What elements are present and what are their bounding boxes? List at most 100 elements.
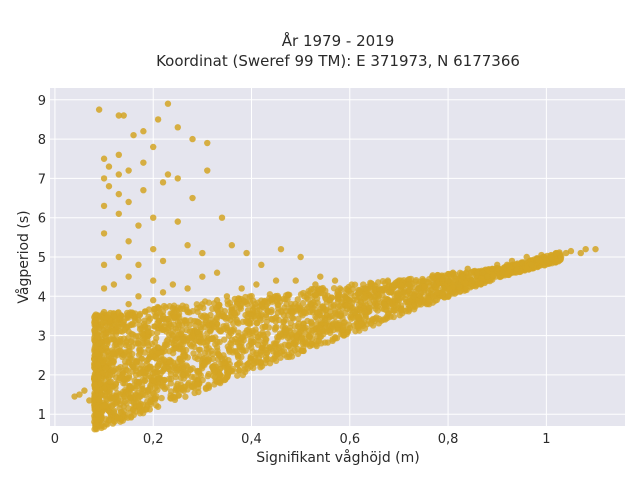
cloud-point (429, 272, 436, 279)
cloud-point (172, 345, 180, 352)
x-axis-ticks: 0 0,2 0,4 0,6 0,8 1 (51, 432, 551, 447)
cloud-point (246, 293, 253, 300)
data-point (233, 316, 240, 324)
cloud-point (391, 307, 398, 315)
cloud-point (217, 379, 224, 387)
data-point (184, 285, 191, 292)
data-point (110, 409, 118, 416)
cloud-point (280, 317, 288, 325)
data-point (71, 393, 78, 400)
cloud-point (166, 358, 173, 365)
cloud-point (249, 348, 256, 355)
cloud-point (324, 339, 332, 346)
cloud-point (198, 363, 206, 370)
cloud-point (207, 311, 214, 319)
data-point (302, 324, 309, 331)
cloud-point (477, 281, 485, 288)
x-tick-label: 0,8 (438, 432, 459, 447)
cloud-point (553, 258, 560, 265)
cloud-point (143, 339, 151, 346)
cloud-point (215, 302, 222, 309)
y-tick-label: 2 (38, 369, 46, 384)
cloud-point (104, 348, 111, 356)
cloud-point (239, 334, 247, 341)
cloud-point (269, 348, 276, 355)
y-axis-ticks: 1 2 3 4 5 6 7 8 9 (38, 94, 46, 423)
data-point (140, 186, 147, 194)
cloud-point (204, 372, 212, 380)
data-point (489, 265, 496, 272)
cloud-point (114, 414, 121, 422)
data-point (297, 253, 304, 261)
cloud-point (152, 402, 160, 409)
cloud-point (132, 408, 139, 415)
cloud-point (342, 309, 349, 317)
data-point (263, 336, 270, 343)
data-point (218, 214, 226, 221)
cloud-point (91, 396, 98, 403)
cloud-point (166, 348, 173, 355)
cloud-point (179, 360, 186, 367)
data-point (479, 269, 486, 276)
data-point (351, 308, 358, 316)
data-point (189, 135, 196, 143)
data-point (115, 171, 123, 178)
data-point (81, 387, 88, 394)
data-point (150, 143, 157, 151)
data-point (331, 277, 339, 284)
cloud-point (362, 293, 369, 300)
data-point (341, 293, 349, 300)
data-point (115, 151, 123, 159)
x-axis-label: Signifikant våghöjd (m) (256, 449, 419, 466)
cloud-point (316, 327, 323, 335)
cloud-point (274, 292, 281, 300)
cloud-point (186, 341, 194, 348)
data-point (145, 355, 152, 363)
data-point (218, 355, 226, 363)
cloud-point (103, 396, 110, 403)
cloud-point (390, 313, 397, 321)
data-point (538, 251, 545, 259)
data-point (444, 277, 452, 284)
data-point (125, 167, 132, 174)
cloud-point (374, 279, 382, 286)
cloud-point (457, 287, 464, 295)
data-point (125, 300, 132, 308)
x-tick-label: 0,4 (241, 432, 262, 447)
data-point (577, 249, 584, 257)
data-point (105, 183, 113, 190)
cloud-point (152, 334, 160, 342)
cloud-point (128, 321, 135, 328)
cloud-point (295, 315, 302, 322)
cloud-point (355, 314, 362, 321)
cloud-point (171, 396, 179, 404)
data-point (469, 277, 476, 284)
data-point (164, 100, 172, 107)
data-point (503, 261, 511, 269)
y-tick-label: 9 (38, 94, 46, 109)
cloud-point (233, 361, 241, 368)
y-tick-label: 1 (38, 408, 46, 423)
cloud-point (182, 346, 190, 354)
cloud-point (197, 339, 204, 346)
cloud-point (105, 416, 113, 423)
cloud-point (308, 322, 315, 330)
cloud-point (94, 361, 102, 369)
cloud-point (180, 387, 188, 394)
cloud-point (254, 334, 262, 341)
data-point (169, 332, 177, 339)
cloud-point (236, 366, 243, 374)
data-point (115, 112, 123, 119)
data-point (454, 281, 462, 288)
data-point (194, 367, 201, 375)
cloud-point (109, 350, 117, 357)
data-point (420, 277, 427, 284)
cloud-point (141, 349, 148, 356)
data-point (592, 245, 599, 253)
data-point (582, 245, 589, 253)
cloud-point (405, 275, 413, 283)
cloud-point (139, 331, 146, 338)
cloud-point (336, 303, 344, 310)
cloud-point (304, 291, 312, 298)
